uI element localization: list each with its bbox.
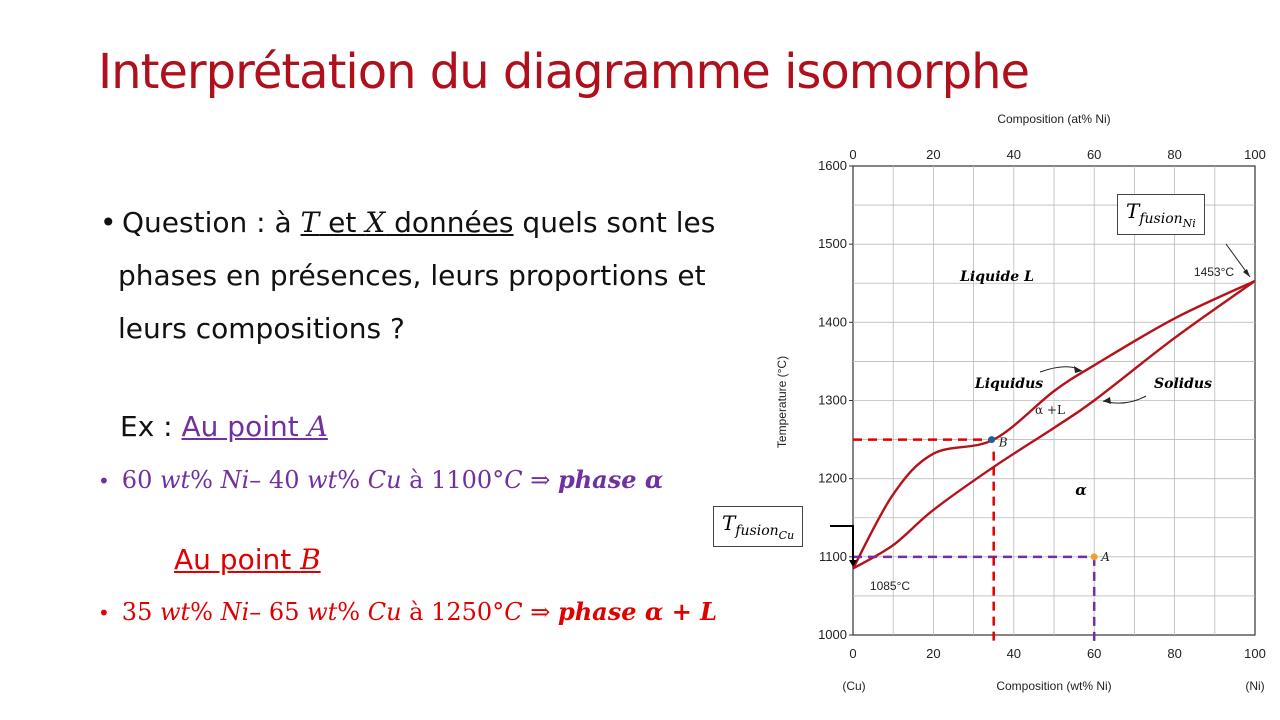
top-axis-label: Composition (at% Ni) bbox=[997, 112, 1110, 126]
y-tick-label: 1500 bbox=[818, 236, 847, 251]
y-tick-label: 1000 bbox=[818, 627, 847, 642]
tfusion-ni-pointer-head bbox=[1243, 269, 1250, 277]
liquidus-curve bbox=[851, 279, 1256, 570]
x-tick-bottom: 0 bbox=[849, 646, 856, 661]
point-a-label: A bbox=[1100, 550, 1110, 564]
example-point-b: Au point B bbox=[174, 543, 321, 576]
point-a-marker bbox=[1090, 553, 1098, 561]
tfusion-cu-pointer-head bbox=[849, 560, 857, 567]
grid bbox=[853, 166, 1255, 635]
x-tick-bottom: 80 bbox=[1167, 646, 1181, 661]
y-tick-label: 1100 bbox=[819, 549, 847, 564]
point-b-label: B bbox=[998, 436, 1008, 450]
tfusion-ni-box: TfusionNi bbox=[1117, 194, 1205, 235]
x-tick-top: 80 bbox=[1167, 147, 1181, 162]
y-tick-label: 1200 bbox=[818, 471, 847, 486]
x-tick-bottom: 60 bbox=[1087, 646, 1101, 661]
melt-cu-label: 1085°C bbox=[870, 579, 910, 593]
liquidus-pointer-head bbox=[1074, 366, 1082, 373]
two-phase-label: α +L bbox=[1035, 403, 1065, 417]
guide-lines bbox=[853, 438, 1096, 641]
x-tick-top: 20 bbox=[926, 147, 940, 162]
question-line-2: phases en présences, leurs proportions e… bbox=[118, 259, 706, 292]
left-end-label: (Cu) bbox=[842, 679, 865, 693]
example-point-a: Ex : Au point A bbox=[120, 410, 328, 443]
question-line-3: leurs compositions ? bbox=[118, 312, 405, 345]
ticks: 0 0 20 20 40 40 60 60 80 80 100 100 1000 1100 1200 1300… bbox=[818, 147, 1266, 661]
point-a-link[interactable]: Au point A bbox=[181, 410, 328, 443]
liquidus-label: Liquidus bbox=[974, 376, 1043, 392]
solidus-pointer-head bbox=[1103, 397, 1111, 404]
y-tick-label: 1600 bbox=[818, 158, 847, 173]
x-tick-top: 100 bbox=[1244, 147, 1266, 162]
equation-point-a: • 60 wt% Ni– 40 wt% Cu à 1100°C ⇒ phase α bbox=[98, 465, 664, 494]
x-tick-bottom: 40 bbox=[1007, 646, 1021, 661]
tfusion-cu-pointer bbox=[830, 525, 854, 563]
x-tick-bottom: 100 bbox=[1244, 646, 1266, 661]
liquid-label: Liquide L bbox=[959, 269, 1034, 285]
question-line-1: Question : à T et X données quels sont l… bbox=[122, 206, 716, 239]
point-b-marker bbox=[988, 436, 996, 444]
y-axis-label: Temperature (°C) bbox=[775, 356, 789, 448]
alpha-label: α bbox=[1075, 481, 1087, 499]
x-tick-bottom: 20 bbox=[926, 646, 940, 661]
solidus-curve bbox=[852, 279, 1256, 570]
x-tick-top: 40 bbox=[1007, 147, 1021, 162]
slide-title: Interprétation du diagramme isomorphe bbox=[98, 44, 1030, 100]
equation-point-b: • 35 wt% Ni– 65 wt% Cu à 1250°C ⇒ phase α… bbox=[98, 597, 718, 626]
y-tick-label: 1300 bbox=[818, 393, 847, 408]
x-tick-top: 60 bbox=[1087, 147, 1101, 162]
bullet-dot: • bbox=[100, 206, 117, 239]
x-tick-top: 0 bbox=[849, 147, 856, 162]
y-tick-label: 1400 bbox=[818, 314, 847, 329]
var-X: X bbox=[365, 206, 386, 239]
right-end-label: (Ni) bbox=[1245, 679, 1264, 693]
solidus-label: Solidus bbox=[1154, 376, 1212, 392]
melt-ni-label: 1453°C bbox=[1194, 265, 1234, 279]
var-T: T bbox=[300, 206, 320, 239]
point-b-link[interactable]: Au point B bbox=[174, 543, 321, 576]
tfusion-cu-box: TfusionCu bbox=[713, 506, 804, 547]
bottom-axis-label: Composition (wt% Ni) bbox=[996, 679, 1111, 693]
